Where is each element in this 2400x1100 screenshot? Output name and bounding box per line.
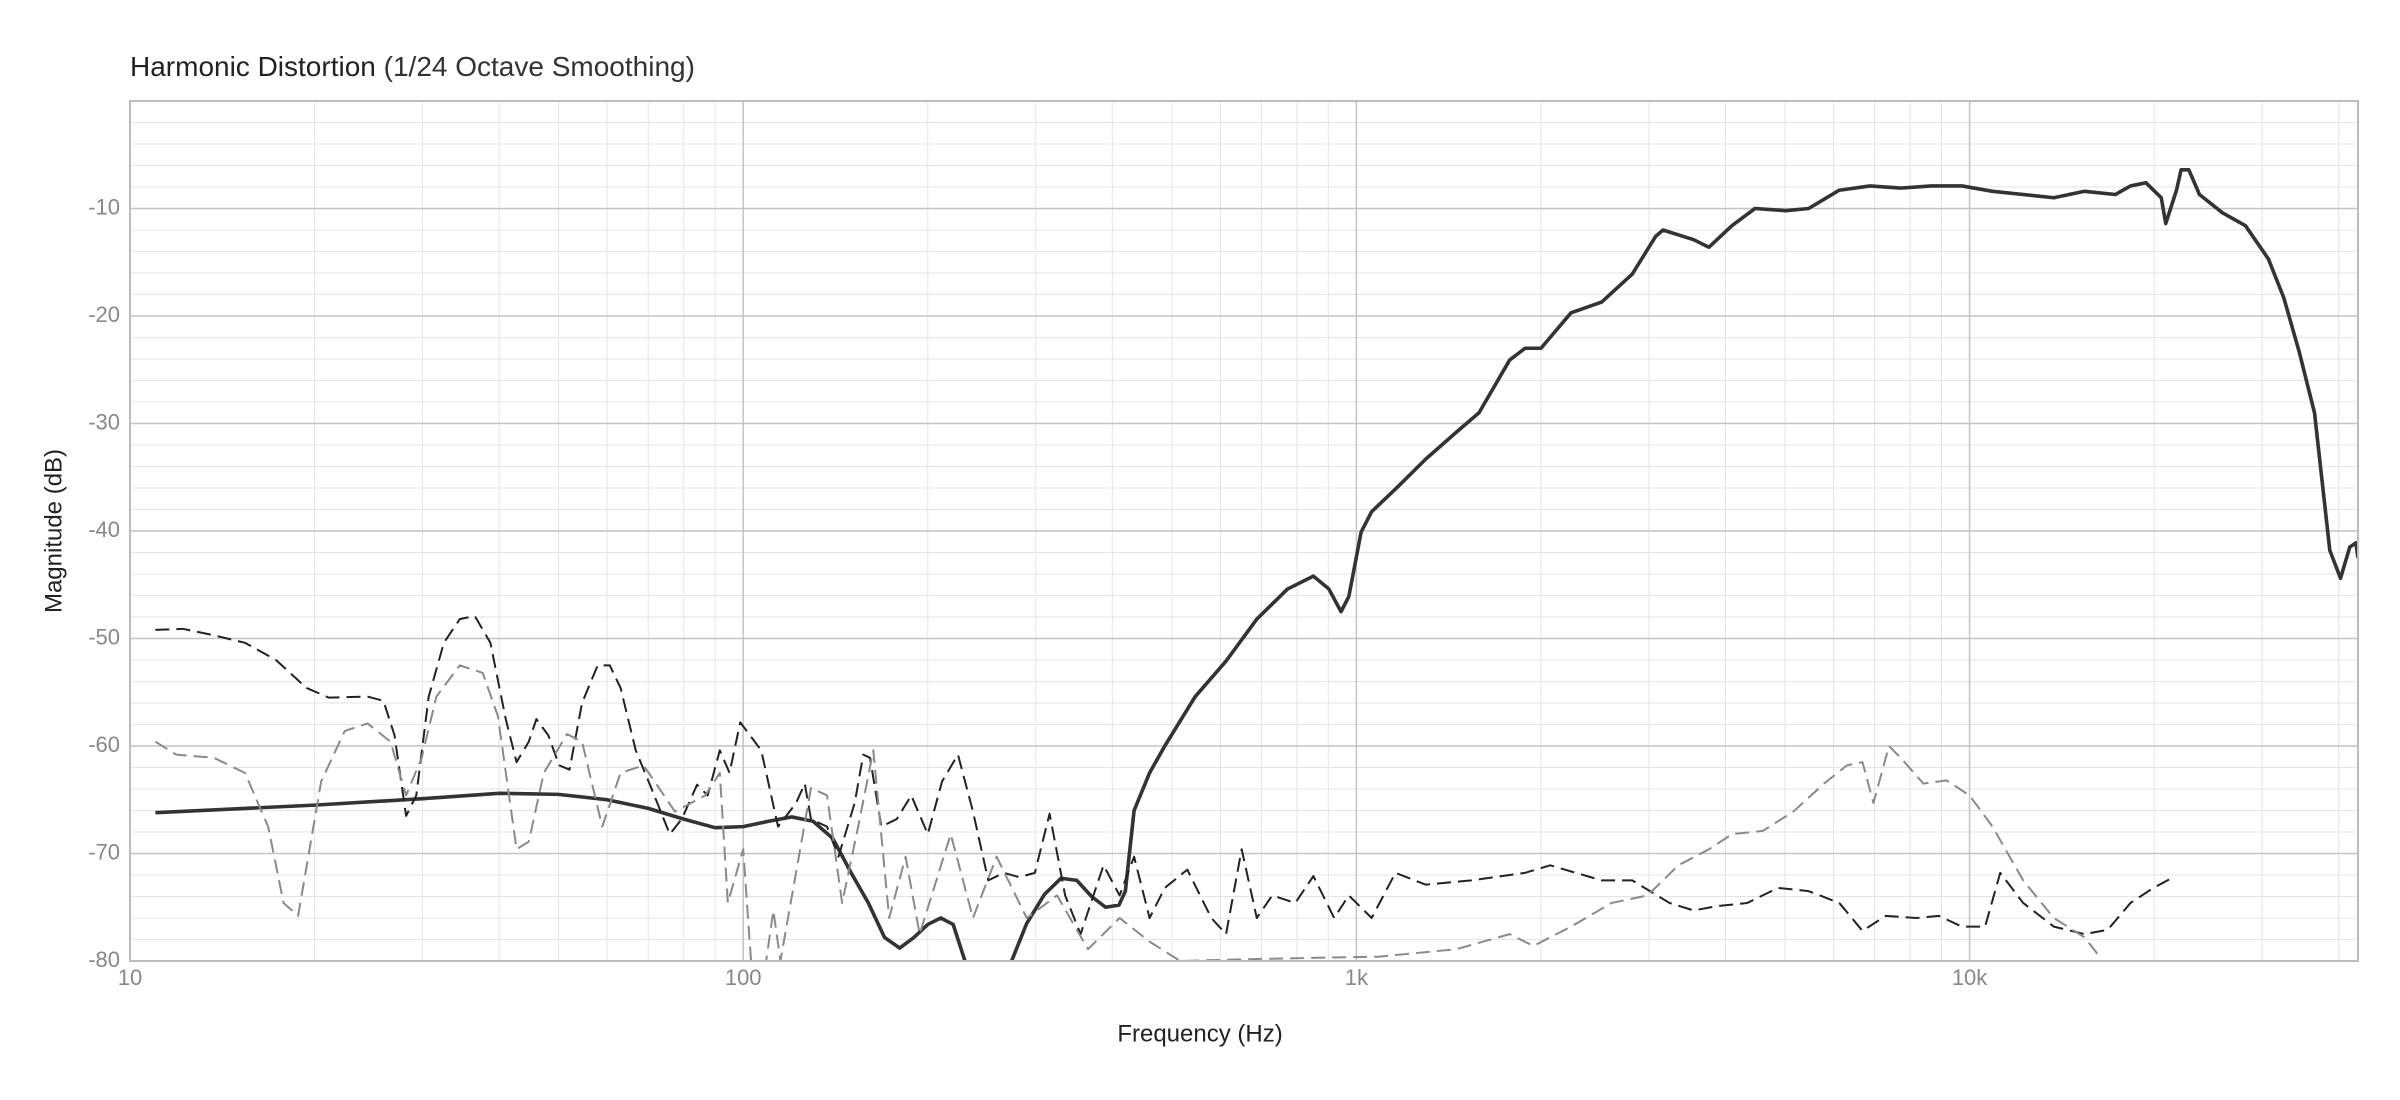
plot-border bbox=[129, 100, 2359, 962]
x-tick-label: 100 bbox=[725, 965, 762, 990]
plot-area bbox=[154, 168, 2358, 961]
x-tick-label: 10k bbox=[1952, 965, 1988, 990]
y-tick-label: -30 bbox=[88, 409, 120, 434]
y-tick-label: -20 bbox=[88, 302, 120, 327]
x-tick-label: 1k bbox=[1345, 965, 1369, 990]
chart-title: Harmonic Distortion (1/24 Octave Smoothi… bbox=[130, 51, 695, 82]
grid bbox=[129, 101, 2358, 962]
subtitle: (1/24 Octave Smoothing) bbox=[384, 51, 695, 82]
y-tick-label: -70 bbox=[88, 839, 120, 864]
y-tick-label: -80 bbox=[88, 947, 120, 972]
y-tick-label: -50 bbox=[88, 624, 120, 649]
series-line bbox=[155, 168, 2358, 961]
series-line bbox=[154, 664, 2101, 961]
y-tick-label: -60 bbox=[88, 732, 120, 757]
x-tick-label: 10 bbox=[118, 965, 142, 990]
series-line bbox=[155, 614, 2175, 936]
x-axis-label: Frequency (Hz) bbox=[1117, 1020, 1282, 1047]
y-tick-label: -40 bbox=[88, 517, 120, 542]
y-axis-label: Magnitude (dB) bbox=[40, 449, 67, 613]
title: Harmonic Distortion bbox=[130, 51, 376, 82]
y-tick-label: -10 bbox=[88, 194, 120, 219]
